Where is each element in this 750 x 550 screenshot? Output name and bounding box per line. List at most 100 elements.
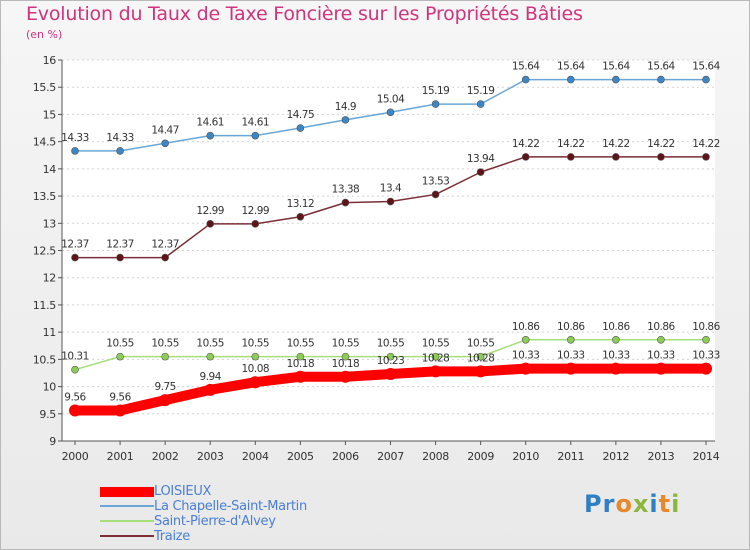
y-tick-label: 9.5 (39, 408, 56, 421)
data-point (564, 362, 577, 375)
data-label: 10.55 (287, 338, 315, 350)
data-label: 10.33 (557, 350, 585, 362)
x-tick-label: 2000 (62, 450, 89, 463)
data-label: 10.55 (467, 338, 495, 350)
data-point (566, 153, 575, 161)
x-tick-label: 2009 (467, 450, 494, 463)
data-label: 14.33 (106, 132, 134, 144)
data-label: 14.22 (692, 138, 720, 150)
x-tick-label: 2011 (557, 450, 584, 463)
data-point (161, 352, 169, 361)
data-point (161, 253, 169, 262)
legend-label: La Chapelle-Saint-Martin (154, 499, 307, 514)
data-point (251, 352, 260, 361)
x-tick-label: 2002 (152, 450, 179, 463)
data-label: 10.55 (242, 338, 270, 350)
data-label: 10.33 (602, 350, 630, 362)
y-tick-label: 14 (43, 163, 57, 176)
data-point (386, 352, 395, 361)
data-label: 10.23 (377, 355, 405, 367)
data-label: 14.22 (602, 138, 630, 150)
data-point (612, 153, 620, 161)
data-point (206, 131, 215, 140)
x-tick-label: 2001 (107, 450, 134, 463)
data-label: 10.18 (332, 358, 360, 370)
x-tick-label: 2004 (242, 450, 269, 463)
data-point (519, 362, 532, 375)
data-point (521, 153, 530, 161)
data-point (296, 124, 305, 132)
y-tick-label: 11.5 (33, 299, 57, 312)
data-point (341, 116, 350, 124)
legend-label: LOISIEUX (154, 484, 212, 499)
x-tick-label: 2013 (648, 450, 675, 463)
legend-swatch (100, 505, 154, 507)
data-label: 10.55 (151, 338, 179, 350)
x-tick-label: 2014 (693, 450, 720, 463)
data-label: 9.75 (154, 381, 175, 393)
data-label: 13.38 (332, 184, 360, 196)
data-point (521, 75, 530, 84)
data-point (71, 365, 79, 374)
logo-text: t (658, 490, 672, 518)
data-label: 10.86 (512, 321, 540, 333)
data-label: 14.9 (335, 101, 356, 113)
y-tick-label: 15.5 (33, 81, 57, 94)
data-point (431, 352, 440, 361)
logo-text: Pr (584, 490, 616, 518)
y-tick-label: 12.5 (33, 245, 57, 258)
data-label: 10.31 (61, 351, 89, 363)
chart-title: Evolution du Taux de Taxe Foncière sur l… (26, 3, 583, 25)
data-label: 15.64 (512, 61, 540, 73)
data-point (566, 75, 575, 84)
data-label: 10.33 (692, 350, 720, 362)
data-point (339, 370, 352, 383)
data-label: 9.56 (109, 392, 131, 404)
data-label: 9.56 (64, 392, 86, 404)
data-label: 10.55 (377, 338, 405, 350)
data-point (386, 108, 395, 117)
data-point (249, 376, 262, 389)
data-point (296, 212, 305, 221)
data-label: 13.4 (380, 183, 402, 195)
data-label: 15.04 (377, 93, 405, 105)
data-point (206, 220, 215, 228)
data-label: 10.33 (512, 350, 540, 362)
y-tick-label: 10.5 (33, 353, 57, 366)
data-label: 13.12 (287, 198, 315, 210)
data-label: 12.37 (61, 239, 89, 251)
data-point (116, 253, 124, 262)
data-label: 14.61 (196, 117, 224, 129)
y-tick-label: 13.5 (33, 190, 57, 203)
data-label: 12.99 (196, 205, 224, 217)
legend-swatch (100, 535, 154, 537)
x-tick-label: 2010 (512, 450, 539, 463)
data-label: 14.22 (512, 138, 540, 150)
data-label: 15.19 (422, 85, 450, 97)
data-point (114, 404, 127, 417)
data-label: 10.55 (422, 338, 450, 350)
data-point (612, 75, 620, 84)
data-label: 10.55 (332, 338, 360, 350)
data-point (71, 253, 79, 262)
legend-swatch (100, 520, 154, 522)
y-tick-label: 13 (43, 217, 57, 230)
data-point (296, 352, 305, 361)
data-point (702, 153, 710, 161)
line-chart: 9 9.5 10 10.5 11 11.5 12 12.5 13 13.5 14 14.5 15 15.5… (33, 54, 721, 463)
legend-swatch (100, 487, 154, 497)
data-point (476, 168, 485, 176)
x-tick-label: 2005 (287, 450, 314, 463)
legend-label: Traize (154, 529, 190, 544)
proxiti-logo: Proxiti (584, 490, 680, 518)
y-tick-label: 16 (43, 54, 57, 67)
data-label: 15.64 (692, 61, 720, 73)
data-label: 13.94 (467, 153, 495, 165)
y-tick-label: 10 (43, 381, 57, 394)
data-point (476, 352, 485, 361)
data-point (429, 365, 442, 378)
data-label: 12.37 (106, 239, 134, 251)
data-point (251, 220, 260, 228)
data-label: 14.47 (151, 124, 179, 136)
data-label: 15.19 (467, 85, 495, 97)
